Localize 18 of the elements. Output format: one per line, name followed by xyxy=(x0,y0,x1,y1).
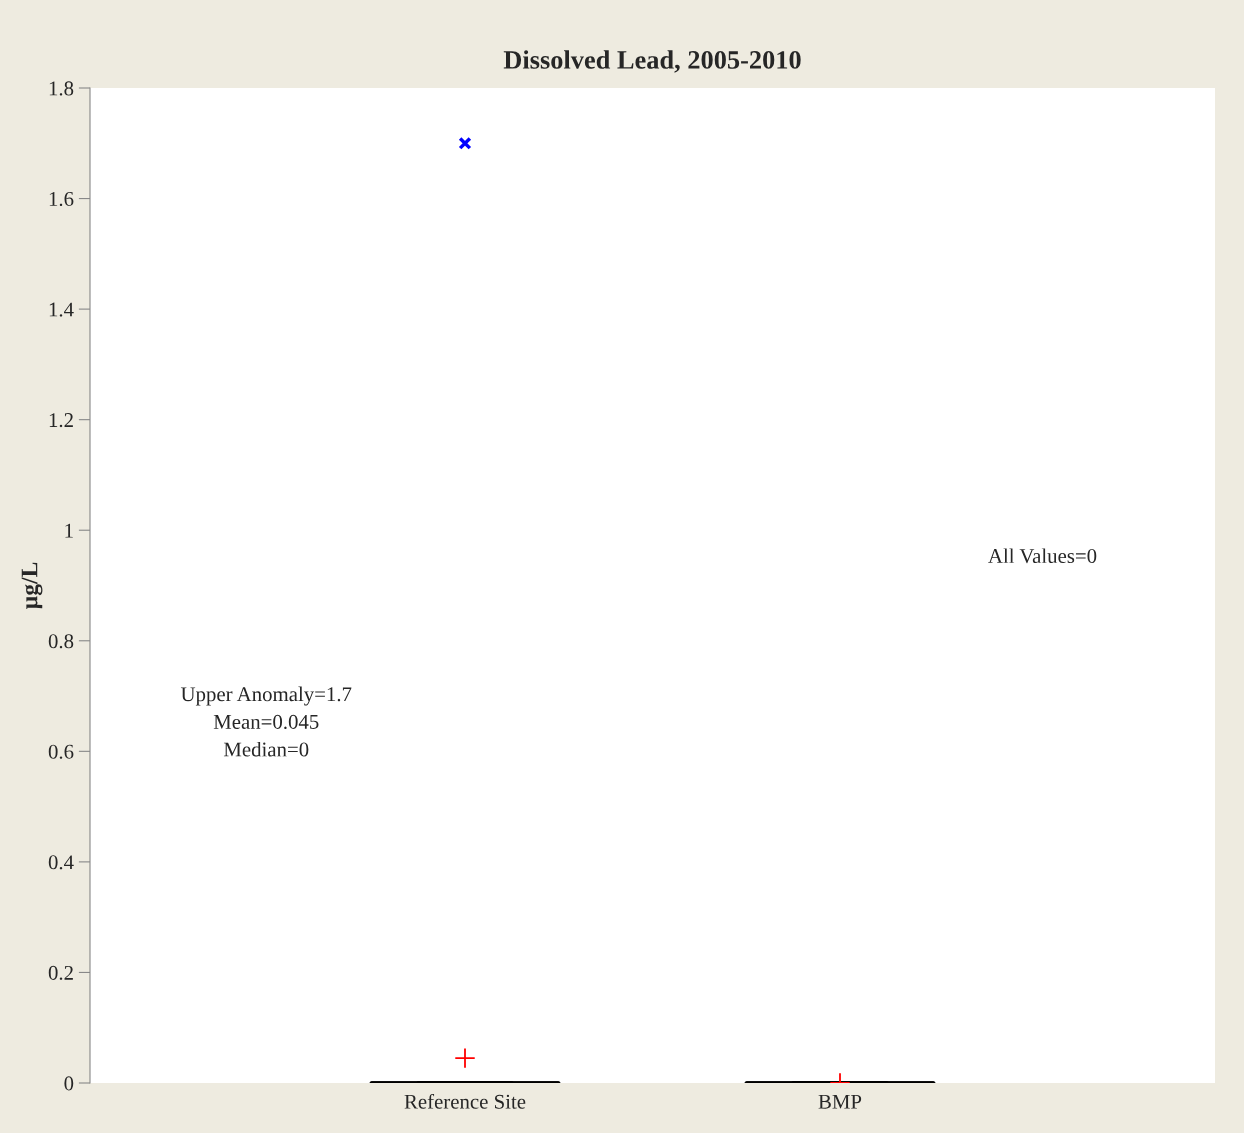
y-tick-label: 1 xyxy=(65,523,73,538)
y-tick-label: 1.6 xyxy=(49,191,74,207)
y-tick-label: 0.2 xyxy=(48,965,73,980)
chart-title: Dissolved Lead, 2005-2010 xyxy=(503,50,801,73)
y-tick-label: 0 xyxy=(64,1076,74,1091)
y-tick-label: 0.6 xyxy=(48,744,74,759)
y-tick-label: 1.8 xyxy=(49,81,74,96)
annotation: Median=0 xyxy=(223,741,309,757)
annotation: All Values=0 xyxy=(988,548,1097,564)
x-tick-label: Reference Site xyxy=(404,1093,526,1109)
x-tick-label: BMP xyxy=(818,1094,862,1109)
y-tick-label: 1.2 xyxy=(49,413,73,428)
y-axis-title: µg/L xyxy=(21,562,43,609)
annotation: Mean=0.045 xyxy=(213,714,319,729)
y-tick-label: 0.4 xyxy=(48,855,74,870)
y-tick-label: 1.4 xyxy=(49,302,74,317)
annotation: Upper Anomaly=1.7 xyxy=(180,686,352,706)
y-tick-label: 0.8 xyxy=(48,634,74,649)
